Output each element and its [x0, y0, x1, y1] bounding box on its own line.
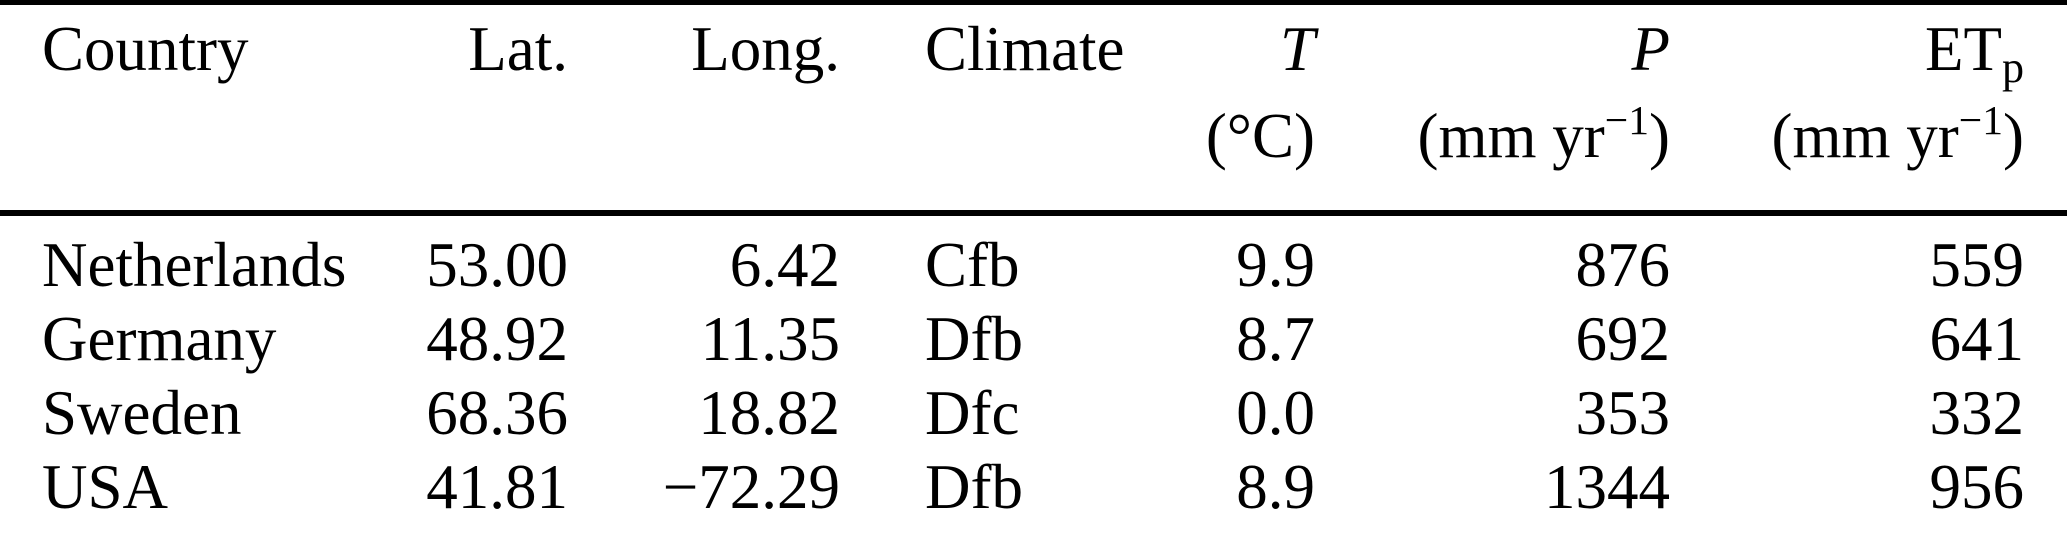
- unit-precipitation: (mm yr−1): [1315, 96, 1670, 183]
- header-label-row: Country Lat. Long. Climate T P ETp: [42, 9, 2024, 96]
- cell-climate: Cfb: [925, 230, 1020, 300]
- table-header-rule: [0, 210, 2067, 216]
- unit-climate-empty: [840, 96, 1185, 183]
- etp-base: ET: [1924, 14, 2002, 84]
- cell-country: Germany: [42, 304, 277, 374]
- col-header-temperature: T: [1279, 14, 1315, 84]
- unit-temperature: (°C): [1205, 101, 1315, 171]
- col-header-country: Country: [42, 14, 249, 84]
- cell-etp: 332: [1929, 378, 2025, 448]
- cell-precipitation: 1344: [1544, 452, 1670, 522]
- cell-country: Netherlands: [42, 230, 347, 300]
- table-row: USA 41.81 −72.29 Dfb 8.9 1344 956: [42, 450, 2024, 524]
- cell-precipitation: 353: [1575, 378, 1671, 448]
- table-row: Germany 48.92 11.35 Dfb 8.7 692 641: [42, 302, 2024, 376]
- unit-country-empty: [42, 96, 400, 183]
- col-header-precipitation: P: [1631, 14, 1670, 84]
- cell-long: 6.42: [729, 230, 840, 300]
- table-row: Sweden 68.36 18.82 Dfc 0.0 353 332: [42, 376, 2024, 450]
- col-header-climate: Climate: [925, 14, 1125, 84]
- cell-etp: 956: [1929, 452, 2025, 522]
- table-row: Netherlands 53.00 6.42 Cfb 9.9 876 559: [42, 228, 2024, 302]
- etp-subscript: p: [2001, 43, 2024, 93]
- col-header-long: Long.: [691, 14, 840, 84]
- cell-long: −72.29: [662, 452, 840, 522]
- table-header: Country Lat. Long. Climate T P ETp (°C) …: [0, 5, 2067, 210]
- cell-precipitation: 876: [1575, 230, 1671, 300]
- cell-country: USA: [42, 452, 169, 522]
- table-body: Netherlands 53.00 6.42 Cfb 9.9 876 559 G…: [0, 216, 2067, 552]
- header-unit-row: (°C) (mm yr−1) (mm yr−1): [42, 96, 2024, 183]
- cell-temperature: 8.9: [1236, 452, 1315, 522]
- unit-long-empty: [568, 96, 840, 183]
- unit-lat-empty: [400, 96, 568, 183]
- cell-long: 18.82: [698, 378, 840, 448]
- table-top-rule: [0, 0, 2067, 5]
- unit-etp: (mm yr−1): [1670, 96, 2024, 183]
- cell-lat: 41.81: [426, 452, 568, 522]
- cell-climate: Dfb: [925, 452, 1023, 522]
- col-header-etp: ETp: [1670, 9, 2024, 96]
- cell-etp: 559: [1929, 230, 2025, 300]
- unit-open: (mm yr: [1417, 101, 1605, 171]
- cell-lat: 53.00: [426, 230, 568, 300]
- cell-etp: 641: [1929, 304, 2025, 374]
- cell-lat: 68.36: [426, 378, 568, 448]
- cell-country: Sweden: [42, 378, 242, 448]
- unit-close: ): [2003, 101, 2024, 171]
- cell-lat: 48.92: [426, 304, 568, 374]
- cell-climate: Dfc: [925, 378, 1020, 448]
- unit-exponent: −1: [1958, 97, 2004, 144]
- cell-temperature: 9.9: [1236, 230, 1315, 300]
- col-header-lat: Lat.: [468, 14, 568, 84]
- unit-close: ): [1649, 101, 1670, 171]
- cell-climate: Dfb: [925, 304, 1023, 374]
- cell-temperature: 0.0: [1236, 378, 1315, 448]
- unit-open: (mm yr: [1771, 101, 1959, 171]
- cell-precipitation: 692: [1575, 304, 1671, 374]
- cell-long: 11.35: [700, 304, 840, 374]
- cell-temperature: 8.7: [1236, 304, 1315, 374]
- unit-exponent: −1: [1604, 97, 1650, 144]
